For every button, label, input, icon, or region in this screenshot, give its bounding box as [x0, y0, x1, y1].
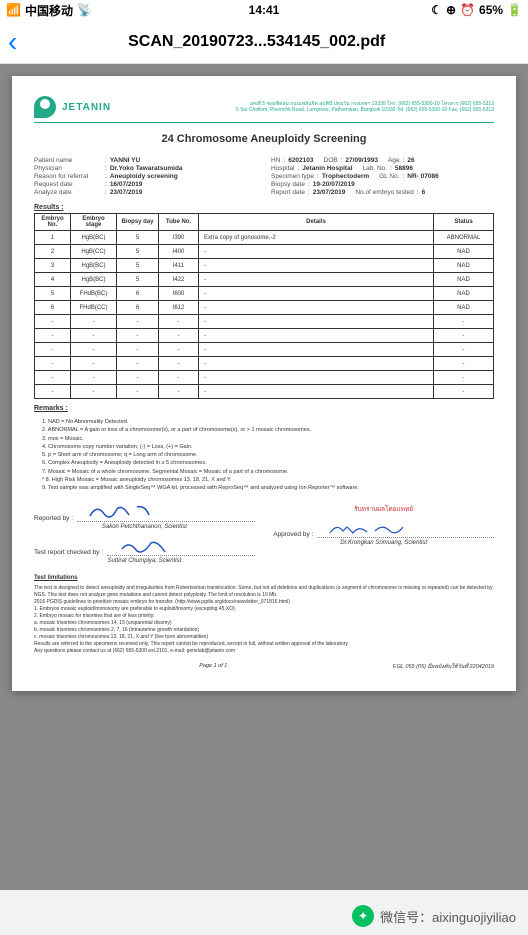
- document-title: SCAN_20190723...534145_002.pdf: [21, 33, 492, 51]
- page-footer: Page 1 of 1 F.GL 055 (05) มีผลบังคับใช้ว…: [34, 663, 494, 671]
- remark-item: 7. Mosaic = Mosaic of a whole chromosome…: [42, 468, 494, 476]
- battery-pct: 65%: [479, 3, 503, 17]
- carrier: 中国移动: [25, 2, 73, 19]
- checked-by-name: Suttirat Chumpiya, Scientist: [34, 558, 255, 564]
- page-number: Page 1 of 1: [199, 663, 227, 671]
- info-row: Analyze date: 23/07/2019: [34, 189, 257, 196]
- clock: 14:41: [249, 3, 280, 17]
- checked-signature: [107, 538, 255, 556]
- table-row: 1HgB(BC)5I390Extra copy of gonosome,-2AB…: [35, 231, 494, 245]
- test-limitations: Test limitations The test is designed to…: [34, 574, 494, 654]
- wechat-icon: ✦: [352, 905, 374, 927]
- form-code: F.GL 055 (05) มีผลบังคับใช้วันที่ 220420…: [393, 663, 494, 671]
- wechat-attribution: ✦ 微信号：aixinguojiyiliao: [352, 905, 516, 927]
- limitations-title: Test limitations: [34, 574, 494, 582]
- info-row: Reason for referral: Aneuploidy screenin…: [34, 173, 257, 180]
- approved-by-label: Approved by :: [273, 531, 313, 538]
- thai-acknowledged-label: รับทราบผลโดยแพทย์: [273, 504, 494, 514]
- results-heading: Results :: [34, 204, 494, 211]
- lock-icon: ⊕: [446, 3, 456, 17]
- remarks-heading: Remarks :: [34, 405, 494, 412]
- column-header: Embryo stage: [71, 214, 117, 231]
- table-row: ------: [35, 343, 494, 357]
- limitation-item: a. mosaic trisomies chromosomes 14, 15 (…: [34, 620, 494, 627]
- signature-icon: [117, 537, 177, 557]
- remark-item: 2. ABNORMAL = A gain or loss of a chromo…: [42, 426, 494, 434]
- moon-icon: ☾: [431, 3, 442, 17]
- remark-item: 1. NAD = No Abnormality Detected.: [42, 418, 494, 426]
- limitation-item: 1. Embryos mosaic euploid/monosomy are p…: [34, 606, 494, 613]
- table-row: 6FHdB(CC)6I612-NAD: [35, 301, 494, 315]
- limitations-body: The test is designed to detect aneuploid…: [34, 585, 494, 599]
- table-row: 2HgB(CC)5I400-NAD: [35, 245, 494, 259]
- column-header: Details: [199, 214, 434, 231]
- signal-icon: 📶: [6, 3, 21, 17]
- results-table: Embryo No.Embryo stageBiopsy dayTube No.…: [34, 213, 494, 399]
- table-row: ------: [35, 315, 494, 329]
- pdf-viewer[interactable]: JETANIN เลขที่ 5 ซอยชิดลม ถนนเพลินจิต ลุ…: [0, 64, 528, 890]
- reported-by-label: Reported by :: [34, 515, 73, 522]
- limitations-note2: Any questions please contact us at (662)…: [34, 648, 494, 655]
- table-row: 4HgB(BC)5I422-NAD: [35, 273, 494, 287]
- limitation-item: b. mosaic trisomies chromosomes 2, 7, 16…: [34, 627, 494, 634]
- table-row: ------: [35, 357, 494, 371]
- info-row: Hospital : Jetanin Hospital Lab. No. : 5…: [271, 165, 494, 172]
- column-header: Embryo No.: [35, 214, 71, 231]
- table-row: 5FHdB(BC)6I600-NAD: [35, 287, 494, 301]
- info-row: Patient name: YANNI YU: [34, 157, 257, 164]
- table-row: ------: [35, 371, 494, 385]
- report-title: 24 Chromosome Aneuploidy Screening: [34, 133, 494, 145]
- approved-signature: [317, 520, 494, 538]
- wifi-icon: 📡: [77, 3, 92, 17]
- remark-item: 3. mos = Mosaic.: [42, 435, 494, 443]
- table-row: ------: [35, 385, 494, 399]
- company-address: เลขที่ 5 ซอยชิดลม ถนนเพลินจิต ลุมพินี ปท…: [111, 101, 494, 114]
- pdf-page: JETANIN เลขที่ 5 ซอยชิดลม ถนนเพลินจิต ลุ…: [12, 76, 516, 691]
- column-header: Biopsy day: [117, 214, 159, 231]
- reported-by-name: Sakon Petchthananon, Scientist: [34, 524, 255, 530]
- jetanin-logo-icon: [34, 96, 56, 118]
- battery-icon: 🔋: [507, 3, 522, 17]
- table-row: 3HgB(BC)5I411-NAD: [35, 259, 494, 273]
- remark-item: 5. p = Short arm of chromosome; q = Long…: [42, 451, 494, 459]
- signature-icon: [87, 501, 157, 523]
- limitation-item: c. mosaic trisomies chromosomes 13, 18, …: [34, 634, 494, 641]
- company-name: JETANIN: [62, 102, 111, 113]
- remark-item: 4. Chromosome copy number variation; (-)…: [42, 443, 494, 451]
- checked-by-label: Test report checked by :: [34, 549, 103, 556]
- nav-bar: ‹ SCAN_20190723...534145_002.pdf: [0, 20, 528, 64]
- limitations-ref: 2016 PGDIS guidelines to prioritize mosa…: [34, 599, 494, 606]
- info-row: Request date: 16/07/2019: [34, 181, 257, 188]
- letterhead: JETANIN เลขที่ 5 ซอยชิดลม ถนนเพลินจิต ลุ…: [34, 96, 494, 123]
- remark-item: 9. Test sample was amplified with Single…: [42, 484, 494, 492]
- approved-by-name: Dr.Krongkan Srimuang, Scientist: [273, 540, 494, 546]
- table-row: ------: [35, 329, 494, 343]
- alarm-icon: ⏰: [460, 3, 475, 17]
- limitation-item: 2. Embryo mosaic for trisomies that are …: [34, 613, 494, 620]
- back-button[interactable]: ‹: [8, 26, 17, 58]
- info-row: Biopsy date : 19-20/07/2019: [271, 181, 494, 188]
- signature-row: Reported by : Sakon Petchthananon, Scien…: [34, 504, 494, 564]
- info-row: Physician: Dr.Yoko Tawaratsumida: [34, 165, 257, 172]
- remark-item: * 8. High Risk Mosaic = Mosaic aneuploid…: [42, 476, 494, 484]
- reported-signature: [77, 504, 255, 522]
- limitations-note1: Results are referred to the specimens re…: [34, 641, 494, 648]
- info-row: HN : 6202103 DOB : 27/09/1993 Age : 26: [271, 157, 494, 164]
- column-header: Tube No.: [159, 214, 199, 231]
- status-bar: 📶 中国移动 📡 14:41 ☾ ⊕ ⏰ 65% 🔋: [0, 0, 528, 20]
- patient-info-grid: Patient name: YANNI YU HN : 6202103 DOB :…: [34, 157, 494, 196]
- info-row: Specimen type : Trophectoderm GL No. : N…: [271, 173, 494, 180]
- remarks-list: 1. NAD = No Abnormality Detected.2. ABNO…: [34, 418, 494, 492]
- remark-item: 6. Complex Aneuploidy = Aneuploidy detec…: [42, 459, 494, 467]
- info-row: Report date : 23/07/2019 No.of embryo te…: [271, 189, 494, 196]
- column-header: Status: [434, 214, 494, 231]
- signature-icon: [327, 519, 407, 539]
